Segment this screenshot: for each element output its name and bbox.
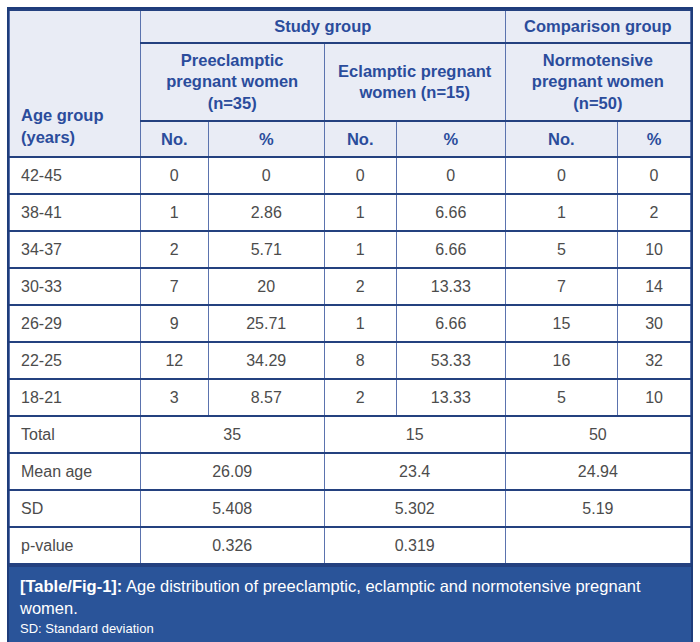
- value-cell: 0: [140, 157, 208, 194]
- value-cell: 8.57: [208, 379, 324, 416]
- age-cell: 22-25: [10, 342, 141, 379]
- header-percent-cell-2: %: [396, 121, 505, 157]
- table-row: 18-21 3 8.57 2 13.33 5 10: [10, 379, 691, 416]
- caption-footnote: SD: Standard deviation: [20, 620, 680, 637]
- value-cell: 13.33: [396, 379, 505, 416]
- summary-value-cell: 15: [324, 416, 505, 453]
- header-percent-cell-1: %: [208, 121, 324, 157]
- age-cell: 26-29: [10, 305, 141, 342]
- summary-value-cell: 5.408: [140, 490, 324, 527]
- figure-container: Age group (years) Study group Comparison…: [7, 7, 693, 642]
- header-comparison-group-cell: Comparison group: [505, 10, 690, 43]
- value-cell: 2: [140, 231, 208, 268]
- value-cell: 1: [324, 305, 396, 342]
- summary-value-cell: 35: [140, 416, 324, 453]
- value-cell: 2: [618, 194, 691, 231]
- value-cell: 5: [505, 231, 617, 268]
- header-percent-cell-3: %: [618, 121, 691, 157]
- summary-label-cell: Total: [10, 416, 141, 453]
- age-cell: 30-33: [10, 268, 141, 305]
- header-no-cell-2: No.: [324, 121, 396, 157]
- value-cell: 9: [140, 305, 208, 342]
- value-cell: 5: [505, 379, 617, 416]
- value-cell: 3: [140, 379, 208, 416]
- value-cell: 1: [324, 194, 396, 231]
- table-row: 38-41 1 2.86 1 6.66 1 2: [10, 194, 691, 231]
- p-value-row: p-value 0.326 0.319: [10, 527, 691, 564]
- value-cell: 53.33: [396, 342, 505, 379]
- caption-bar: [Table/Fig-1]: Age distribution of preec…: [9, 565, 691, 642]
- value-cell: 2: [324, 268, 396, 305]
- summary-label-cell: SD: [10, 490, 141, 527]
- value-cell: 13.33: [396, 268, 505, 305]
- table-row: 26-29 9 25.71 1 6.66 15 30: [10, 305, 691, 342]
- header-preeclamptic-cell: Preeclamptic pregnant women (n=35): [140, 43, 324, 121]
- value-cell: 1: [140, 194, 208, 231]
- value-cell: 16: [505, 342, 617, 379]
- value-cell: 7: [505, 268, 617, 305]
- caption-text: [Table/Fig-1]: Age distribution of preec…: [20, 575, 680, 619]
- value-cell: 0: [208, 157, 324, 194]
- header-no-cell-1: No.: [140, 121, 208, 157]
- summary-value-cell: 5.19: [505, 490, 690, 527]
- value-cell: 6.66: [396, 194, 505, 231]
- mean-age-row: Mean age 26.09 23.4 24.94: [10, 453, 691, 490]
- summary-value-cell: 0.319: [324, 527, 505, 564]
- value-cell: 1: [324, 231, 396, 268]
- summary-label-cell: Mean age: [10, 453, 141, 490]
- value-cell: 1: [505, 194, 617, 231]
- value-cell: 32: [618, 342, 691, 379]
- age-cell: 34-37: [10, 231, 141, 268]
- value-cell: 34.29: [208, 342, 324, 379]
- value-cell: 7: [140, 268, 208, 305]
- caption-tag: [Table/Fig-1]:: [20, 577, 122, 595]
- value-cell: 10: [618, 379, 691, 416]
- summary-value-cell: 50: [505, 416, 690, 453]
- summary-value-cell: 23.4: [324, 453, 505, 490]
- value-cell: 0: [324, 157, 396, 194]
- value-cell: 12: [140, 342, 208, 379]
- value-cell: 6.66: [396, 305, 505, 342]
- value-cell: 20: [208, 268, 324, 305]
- total-row: Total 35 15 50: [10, 416, 691, 453]
- age-cell: 42-45: [10, 157, 141, 194]
- summary-label-cell: p-value: [10, 527, 141, 564]
- value-cell: 14: [618, 268, 691, 305]
- value-cell: 8: [324, 342, 396, 379]
- age-distribution-table: Age group (years) Study group Comparison…: [9, 9, 691, 565]
- value-cell: 6.66: [396, 231, 505, 268]
- value-cell: 2: [324, 379, 396, 416]
- summary-value-cell: 5.302: [324, 490, 505, 527]
- value-cell: 2.86: [208, 194, 324, 231]
- header-eclamptic-cell: Eclamptic pregnant women (n=15): [324, 43, 505, 121]
- age-cell: 18-21: [10, 379, 141, 416]
- value-cell: 25.71: [208, 305, 324, 342]
- value-cell: 5.71: [208, 231, 324, 268]
- sd-row: SD 5.408 5.302 5.19: [10, 490, 691, 527]
- header-no-cell-3: No.: [505, 121, 617, 157]
- age-cell: 38-41: [10, 194, 141, 231]
- value-cell: 10: [618, 231, 691, 268]
- value-cell: 30: [618, 305, 691, 342]
- header-age-group-cell: Age group (years): [10, 10, 141, 157]
- summary-value-cell: 26.09: [140, 453, 324, 490]
- value-cell: 0: [396, 157, 505, 194]
- header-normotensive-cell: Normotensive pregnant women (n=50): [505, 43, 690, 121]
- value-cell: 15: [505, 305, 617, 342]
- summary-value-cell: 24.94: [505, 453, 690, 490]
- table-row: 30-33 7 20 2 13.33 7 14: [10, 268, 691, 305]
- summary-value-cell: 0.326: [140, 527, 324, 564]
- summary-value-cell: [505, 527, 690, 564]
- value-cell: 0: [618, 157, 691, 194]
- table-row: 22-25 12 34.29 8 53.33 16 32: [10, 342, 691, 379]
- header-study-group-cell: Study group: [140, 10, 505, 43]
- table-row: 34-37 2 5.71 1 6.66 5 10: [10, 231, 691, 268]
- table-row: 42-45 0 0 0 0 0 0: [10, 157, 691, 194]
- header-row-groups: Age group (years) Study group Comparison…: [10, 10, 691, 43]
- value-cell: 0: [505, 157, 617, 194]
